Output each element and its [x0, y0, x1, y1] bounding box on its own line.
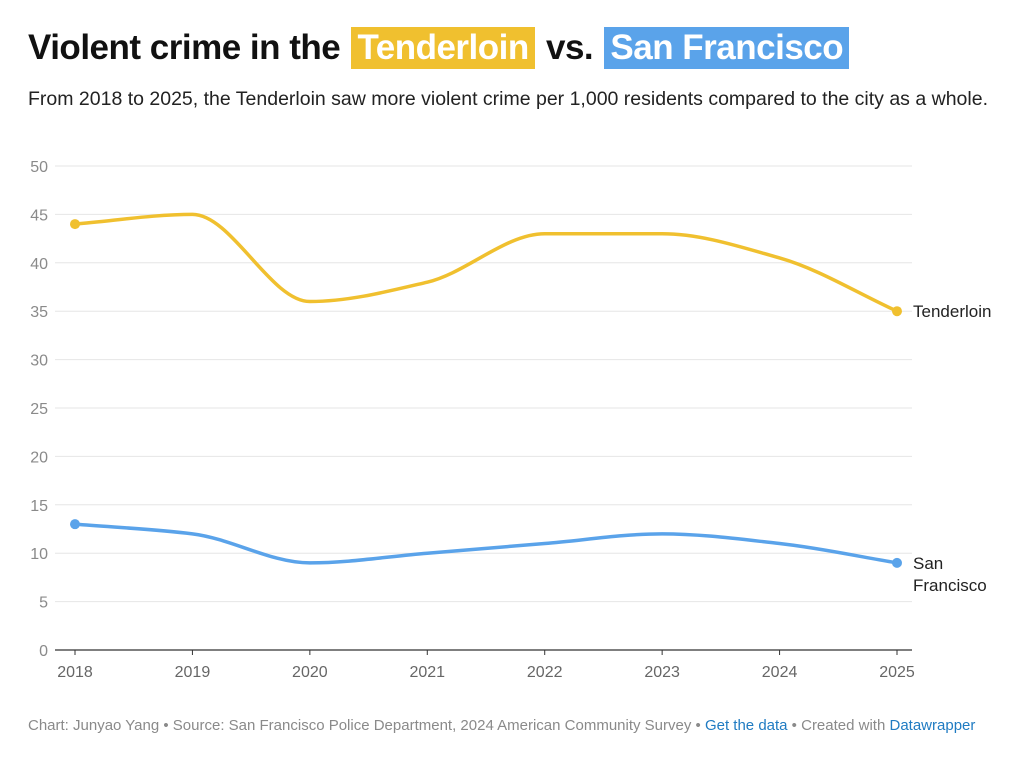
y-tick-label: 0: [39, 643, 48, 660]
y-tick-label: 25: [30, 401, 48, 418]
y-tick-label: 50: [30, 159, 48, 176]
footer-source: Source: San Francisco Police Department,…: [172, 717, 692, 734]
data-point-tenderloin: [70, 219, 80, 230]
footer-separator: •: [691, 717, 705, 734]
x-tick-label: 2023: [644, 664, 680, 681]
title-prefix: Violent crime in the: [28, 28, 341, 67]
x-tick-label: 2021: [409, 664, 445, 681]
y-tick-label: 15: [30, 498, 48, 515]
chart-subtitle: From 2018 to 2025, the Tenderloin saw mo…: [28, 88, 988, 110]
x-tick-label: 2018: [57, 664, 93, 681]
chart-title: Violent crime in the Tenderloin vs. San …: [28, 26, 851, 70]
footer-separator: •: [787, 717, 802, 734]
y-tick-label: 10: [30, 546, 48, 563]
title-highlight-san-francisco: San Francisco: [604, 27, 850, 69]
series-label-san-francisco: Francisco: [913, 576, 987, 595]
y-tick-label: 45: [30, 207, 48, 224]
series-label-tenderloin: Tenderloin: [913, 302, 991, 321]
series-label-san-francisco: San: [913, 554, 943, 573]
x-tick-label: 2019: [175, 664, 211, 681]
title-vs: vs.: [546, 28, 594, 67]
x-tick-label: 2024: [762, 664, 798, 681]
x-tick-label: 2022: [527, 664, 563, 681]
data-point-tenderloin: [892, 306, 902, 317]
footer-separator: •: [159, 717, 173, 734]
series-line-san-francisco: [73, 522, 899, 565]
y-tick-label: 5: [39, 595, 48, 612]
footer-created-with: Created with: [801, 717, 886, 734]
get-the-data-link[interactable]: Get the data: [704, 717, 788, 734]
y-tick-label: 20: [30, 449, 48, 466]
y-tick-label: 30: [30, 353, 48, 370]
title-highlight-tenderloin: Tenderloin: [351, 27, 535, 69]
x-tick-label: 2025: [879, 664, 915, 681]
x-tick-label: 2020: [292, 664, 328, 681]
data-point-san-francisco: [892, 557, 902, 568]
data-point-san-francisco: [70, 519, 80, 530]
footer-credit: Chart: Junyao Yang: [28, 717, 160, 734]
y-tick-label: 35: [30, 304, 48, 321]
y-tick-label: 40: [30, 256, 48, 273]
series-line-tenderloin: [73, 212, 899, 313]
datawrapper-link[interactable]: Datawrapper: [889, 717, 976, 734]
chart-footer: Chart: Junyao Yang • Source: San Francis…: [28, 715, 998, 736]
